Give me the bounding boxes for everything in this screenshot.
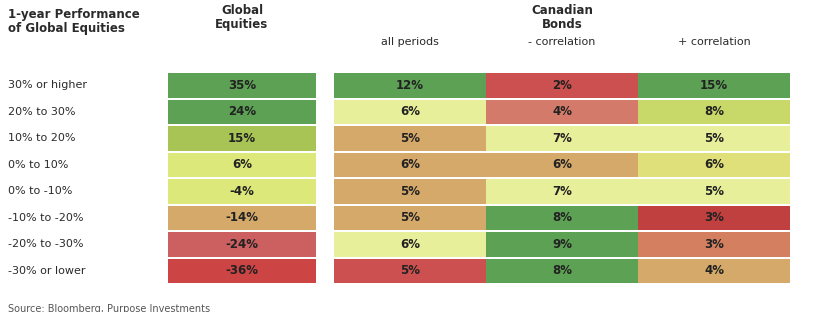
Text: -20% to -30%: -20% to -30% (8, 239, 84, 249)
Text: - correlation: - correlation (528, 37, 595, 47)
Text: 6%: 6% (552, 158, 571, 171)
Bar (333, 126, 485, 150)
Text: Source: Bloomberg, Purpose Investments: Source: Bloomberg, Purpose Investments (8, 304, 210, 312)
Text: 8%: 8% (552, 211, 571, 224)
Bar (638, 153, 789, 177)
Bar (333, 179, 485, 203)
Bar (168, 100, 316, 124)
Text: 15%: 15% (227, 132, 256, 145)
Bar (485, 100, 638, 124)
Text: -14%: -14% (225, 211, 258, 224)
Bar (638, 179, 789, 203)
Text: 5%: 5% (399, 264, 419, 277)
Text: 8%: 8% (552, 264, 571, 277)
Text: -24%: -24% (225, 238, 258, 251)
Bar (168, 73, 316, 97)
Text: -36%: -36% (225, 264, 258, 277)
Text: 6%: 6% (399, 238, 419, 251)
Bar (638, 259, 789, 283)
Bar (485, 153, 638, 177)
Text: 3%: 3% (703, 211, 723, 224)
Bar (485, 126, 638, 150)
Text: 4%: 4% (703, 264, 723, 277)
Text: Equities: Equities (215, 18, 268, 31)
Text: 6%: 6% (703, 158, 723, 171)
Bar (333, 206, 485, 230)
Text: 15%: 15% (699, 79, 727, 92)
Bar (638, 73, 789, 97)
Text: 3%: 3% (703, 238, 723, 251)
Bar (333, 73, 485, 97)
Text: 0% to 10%: 0% to 10% (8, 160, 69, 170)
Text: 5%: 5% (399, 185, 419, 198)
Bar (485, 259, 638, 283)
Text: 6%: 6% (232, 158, 251, 171)
Text: 20% to 30%: 20% to 30% (8, 107, 75, 117)
Text: 1-year Performance: 1-year Performance (8, 8, 140, 21)
Bar (485, 73, 638, 97)
Text: 6%: 6% (399, 158, 419, 171)
Text: Canadian: Canadian (530, 4, 592, 17)
Text: 9%: 9% (552, 238, 571, 251)
Text: Global: Global (221, 4, 263, 17)
Text: 2%: 2% (552, 79, 571, 92)
Text: 30% or higher: 30% or higher (8, 80, 87, 90)
Text: -4%: -4% (229, 185, 254, 198)
Bar (168, 206, 316, 230)
Text: 7%: 7% (552, 185, 571, 198)
Bar (485, 206, 638, 230)
Text: 4%: 4% (552, 105, 571, 118)
Text: + correlation: + correlation (676, 37, 749, 47)
Bar (333, 232, 485, 256)
Bar (333, 100, 485, 124)
Text: 0% to -10%: 0% to -10% (8, 186, 72, 196)
Text: 5%: 5% (703, 185, 723, 198)
Text: of Global Equities: of Global Equities (8, 22, 125, 35)
Bar (638, 100, 789, 124)
Bar (333, 153, 485, 177)
Bar (168, 232, 316, 256)
Bar (168, 126, 316, 150)
Text: 5%: 5% (703, 132, 723, 145)
Bar (168, 153, 316, 177)
Text: 35%: 35% (227, 79, 256, 92)
Text: -30% or lower: -30% or lower (8, 266, 85, 276)
Text: 6%: 6% (399, 105, 419, 118)
Text: Bonds: Bonds (541, 18, 581, 31)
Text: 24%: 24% (227, 105, 256, 118)
Bar (638, 232, 789, 256)
Text: 7%: 7% (552, 132, 571, 145)
Text: 5%: 5% (399, 132, 419, 145)
Bar (638, 206, 789, 230)
Text: 12%: 12% (395, 79, 423, 92)
Bar (168, 259, 316, 283)
Text: 5%: 5% (399, 211, 419, 224)
Bar (485, 232, 638, 256)
Text: 8%: 8% (703, 105, 723, 118)
Bar (168, 179, 316, 203)
Bar (333, 259, 485, 283)
Text: 10% to 20%: 10% to 20% (8, 133, 75, 143)
Bar (638, 126, 789, 150)
Text: all periods: all periods (380, 37, 438, 47)
Bar (485, 179, 638, 203)
Text: -10% to -20%: -10% to -20% (8, 213, 84, 223)
